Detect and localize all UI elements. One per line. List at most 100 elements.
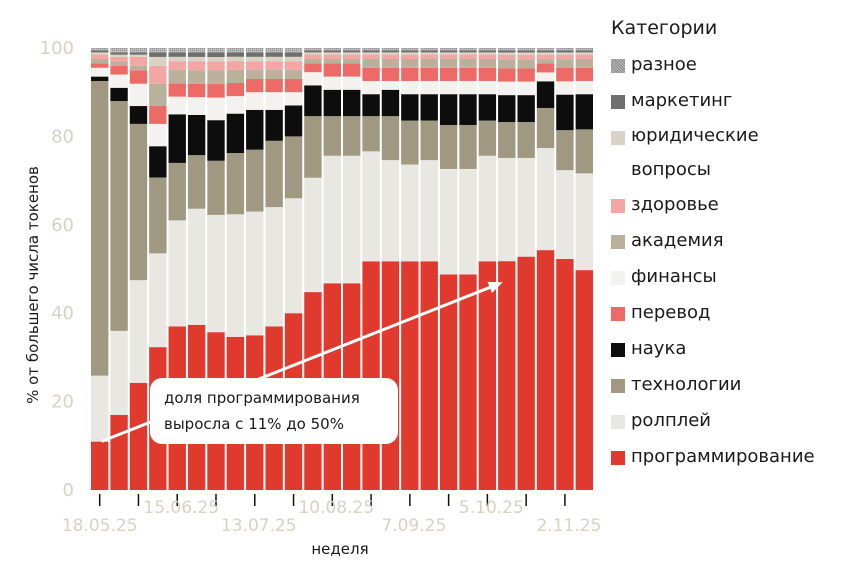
bar-segment-программирование xyxy=(420,261,438,490)
bar-segment-ролплей xyxy=(187,208,206,325)
bar-segment-наука xyxy=(265,109,283,141)
bar-segment-разное xyxy=(517,48,535,51)
bar-segment-программирование xyxy=(91,441,109,490)
y-axis-ticks: 0 20 40 60 80 100 xyxy=(40,38,74,501)
bar-segment-наука xyxy=(284,105,303,137)
annotation-box: доля программирования выросла с 11% до 5… xyxy=(150,378,398,444)
bar-segment-здоровье xyxy=(343,54,361,59)
bar-segment-ролплей xyxy=(149,253,167,348)
bar-segment-здоровье xyxy=(129,56,148,66)
bar-segment-здоровье xyxy=(498,54,516,60)
bar-segment-разное xyxy=(226,48,245,53)
bar-segment-ролплей xyxy=(401,164,419,262)
bar-segment-наука xyxy=(207,120,225,161)
legend-swatch-technology xyxy=(611,379,625,393)
bar-segment-маркетинг xyxy=(498,50,516,53)
bar-segment-наука xyxy=(439,94,458,125)
bar-segment-наука xyxy=(226,113,245,154)
bar-segment-технологии xyxy=(187,155,206,209)
y-tick-label: 40 xyxy=(51,303,74,324)
bar-segment-разное xyxy=(129,48,148,53)
bar-segment-технологии xyxy=(381,116,400,161)
bar-segment-наука xyxy=(498,95,516,123)
stacked-bar-chart: 0 20 40 60 80 100 18.05.2515.06.2513.07.2510.… xyxy=(24,38,600,558)
bar-segment-разное xyxy=(187,48,206,53)
bar-segment-юридические-вопросы xyxy=(246,56,264,62)
bar-segment-разное xyxy=(343,48,361,51)
bar-segment-юридические-вопросы xyxy=(478,52,497,55)
bar-segment-академия xyxy=(401,59,419,68)
bar-segment-академия xyxy=(556,59,574,68)
bar-segment-здоровье xyxy=(226,61,245,70)
x-tick-label: 5.10.25 xyxy=(459,498,524,518)
bar-segment-финансы xyxy=(187,97,206,115)
bar-segment-программирование xyxy=(110,414,128,490)
bar-segment-юридические-вопросы xyxy=(284,56,303,62)
bar-segment-академия xyxy=(498,59,516,69)
bar-segment-юридические-вопросы xyxy=(556,52,574,55)
bar-segment-технологии xyxy=(149,177,167,254)
legend-swatch-translation xyxy=(611,307,625,321)
bar-segment-академия xyxy=(246,70,264,79)
bar-segment-ролплей xyxy=(207,214,225,333)
bar-segment-ролплей xyxy=(265,207,283,327)
bar-segment-ролплей xyxy=(517,157,535,257)
legend-item-science: наука xyxy=(611,331,851,367)
bar-segment-наука xyxy=(478,94,497,121)
bar-segment-перевод xyxy=(187,83,206,98)
bar-segment-здоровье xyxy=(401,54,419,59)
bar-segment-финансы xyxy=(517,81,535,96)
bar-segment-наука xyxy=(575,94,593,130)
legend-item-marketing: маркетинг xyxy=(611,83,851,119)
bar-segment-перевод xyxy=(362,67,380,81)
bar-segment-разное xyxy=(381,48,400,51)
bar-segment-перевод xyxy=(246,78,264,93)
bar-segment-ролплей xyxy=(420,160,438,262)
bar-segment-маркетинг xyxy=(168,52,186,57)
bar-segment-перевод xyxy=(575,67,593,81)
bar-segment-финансы xyxy=(439,80,458,95)
bar-segment-маркетинг xyxy=(517,50,535,53)
bar-segment-здоровье xyxy=(536,54,555,60)
legend-label-programming: программирование xyxy=(631,446,815,467)
bar-segment-технологии xyxy=(284,136,303,199)
bar-segment-юридические-вопросы xyxy=(91,52,109,55)
bar-segment-маркетинг xyxy=(129,52,148,55)
bar-segment-юридические-вопросы xyxy=(343,52,361,55)
bar-segment-академия xyxy=(362,59,380,68)
bar-segment-разное xyxy=(284,48,303,53)
bar-segment-технологии xyxy=(517,122,535,158)
y-axis-title: % от большего числа токенов xyxy=(24,166,42,404)
bar-segment-технологии xyxy=(459,124,477,169)
bar-segment-программирование xyxy=(517,256,535,490)
bar-segment-технологии xyxy=(439,124,458,169)
bar-segment-здоровье xyxy=(478,54,497,59)
bar-segment-финансы xyxy=(129,83,148,107)
bar-segment-ролплей xyxy=(439,168,458,275)
legend-item-roleplay: ролплей xyxy=(611,403,851,439)
trend-arrow-head xyxy=(487,281,503,293)
bar-segment-маркетинг xyxy=(362,50,380,53)
bar-segment-финансы xyxy=(91,67,109,77)
legend-item-technology: технологии xyxy=(611,367,851,403)
bar-segment-маркетинг xyxy=(439,50,458,53)
x-tick-label: 18.05.25 xyxy=(62,516,138,536)
bar-segment-финансы xyxy=(575,80,593,95)
bar-segment-технологии xyxy=(575,129,593,174)
bar-segment-здоровье xyxy=(207,61,225,71)
bar-segment-маркетинг xyxy=(304,50,322,53)
legend-item-health: здоровье xyxy=(611,187,851,223)
bar-segment-маркетинг xyxy=(265,52,283,57)
bar-segment-юридические-вопросы xyxy=(420,52,438,55)
bar-segment-академия xyxy=(439,59,458,68)
bar-segment-перевод xyxy=(265,78,283,93)
bar-segment-перевод xyxy=(129,70,148,84)
bar-segment-ролплей xyxy=(226,214,245,337)
bar-segment-финансы xyxy=(343,76,361,90)
bar-segment-академия xyxy=(420,59,438,68)
bar-segment-ролплей xyxy=(556,170,574,259)
bar-segment-юридические-вопросы xyxy=(149,56,167,66)
bar-segment-технологии xyxy=(362,116,380,152)
bar-segment-академия xyxy=(478,59,497,68)
bar-segment-ролплей xyxy=(478,155,497,262)
